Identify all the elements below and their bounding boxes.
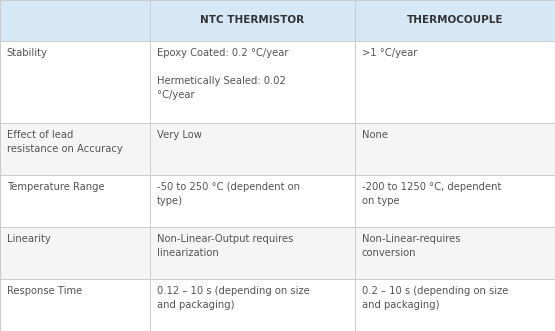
Text: Response Time: Response Time [7,286,82,296]
Bar [0,279,555,331]
Text: Epoxy Coated: 0.2 °C/year

Hermetically Sealed: 0.02
°C/year: Epoxy Coated: 0.2 °C/year Hermetically S… [157,48,288,100]
Bar [0,41,555,123]
Text: Non-Linear-Output requires
linearization: Non-Linear-Output requires linearization [157,234,293,258]
Text: Linearity: Linearity [7,234,51,244]
Text: Non-Linear-requires
conversion: Non-Linear-requires conversion [362,234,460,258]
Text: 0.12 – 10 s (depending on size
and packaging): 0.12 – 10 s (depending on size and packa… [157,286,309,310]
Text: >1 °C/year: >1 °C/year [362,48,417,58]
Text: -50 to 250 °C (dependent on
type): -50 to 250 °C (dependent on type) [157,182,300,206]
Text: -200 to 1250 °C, dependent
on type: -200 to 1250 °C, dependent on type [362,182,501,206]
Text: NTC THERMISTOR: NTC THERMISTOR [200,16,305,25]
Text: Stability: Stability [7,48,48,58]
Text: 0.2 – 10 s (depending on size
and packaging): 0.2 – 10 s (depending on size and packag… [362,286,508,310]
Text: None: None [362,130,388,140]
Text: Temperature Range: Temperature Range [7,182,104,192]
Text: Very Low: Very Low [157,130,201,140]
Text: Effect of lead
resistance on Accuracy: Effect of lead resistance on Accuracy [7,130,123,154]
Bar [0,123,555,175]
Text: THERMOCOUPLE: THERMOCOUPLE [407,16,503,25]
Bar [0,175,555,227]
Bar [0,0,555,41]
Bar [0,227,555,279]
